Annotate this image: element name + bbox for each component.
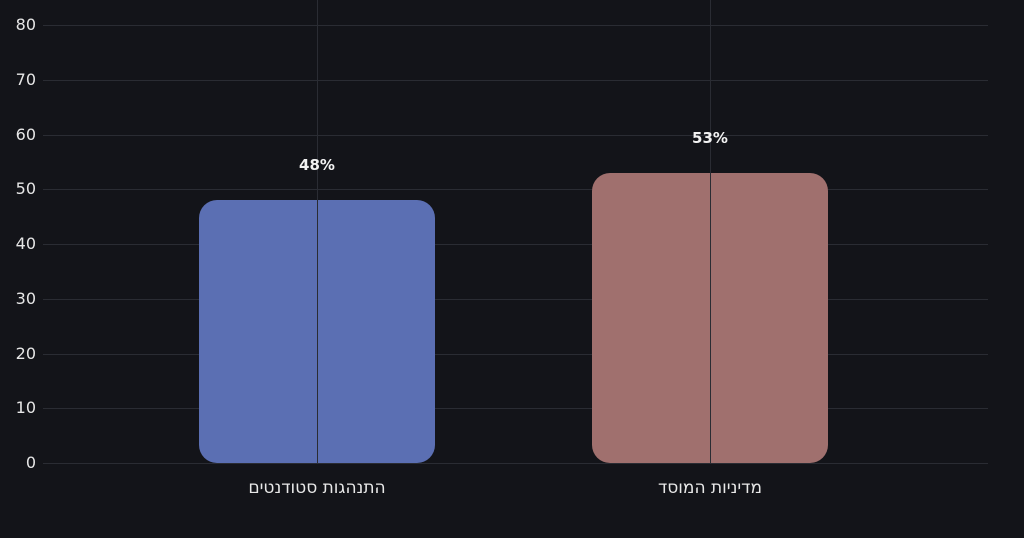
y-tick-label: 30 [15,289,36,308]
gridline-horizontal [43,408,988,409]
x-category-label: מדיניות המוסד [657,478,763,498]
gridline-horizontal [43,299,988,300]
gridline-vertical [317,0,318,463]
gridline-horizontal [43,80,988,81]
y-tick-label: 80 [15,15,36,34]
gridline-horizontal [43,25,988,26]
gridline-vertical [710,0,711,463]
gridline-horizontal [43,354,988,355]
y-tick-label: 60 [15,125,36,144]
bar-value-label: 48% [299,156,335,174]
y-tick-label: 0 [25,453,36,472]
x-category-label: התנהגות סטודנטים [248,478,386,498]
y-tick-label: 40 [15,234,36,253]
bar-value-label: 53% [692,129,728,147]
gridline-horizontal [43,463,988,464]
gridline-horizontal [43,244,988,245]
y-tick-label: 50 [15,179,36,198]
gridline-horizontal [43,189,988,190]
y-tick-label: 70 [15,70,36,89]
gridline-horizontal [43,135,988,136]
y-tick-label: 20 [15,344,36,363]
y-tick-label: 10 [15,398,36,417]
